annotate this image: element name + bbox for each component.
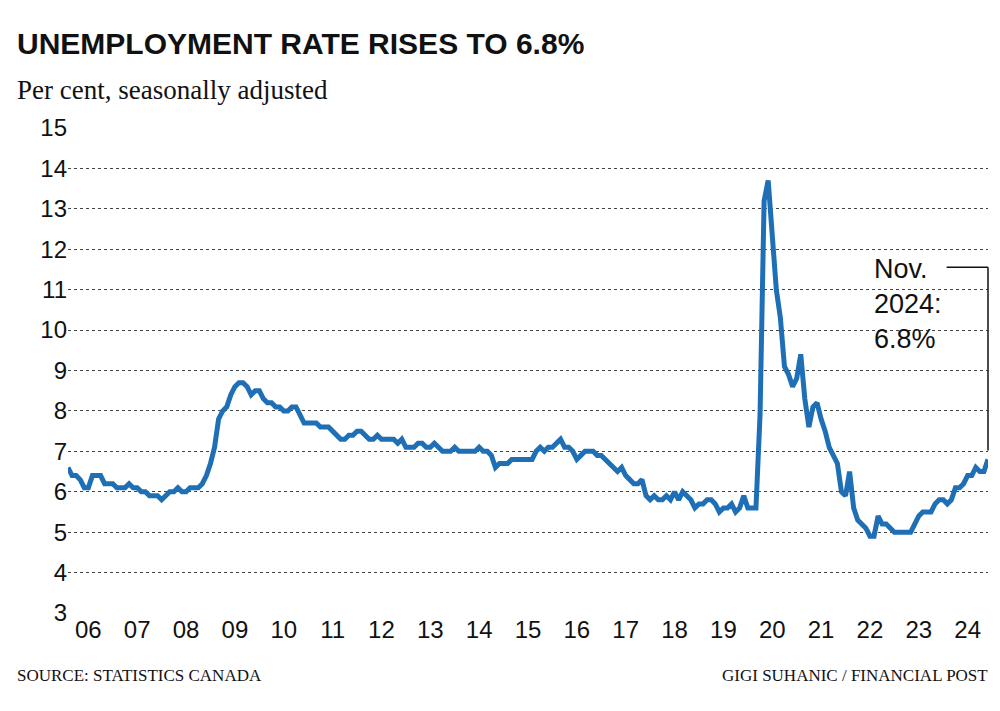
- svg-text:10: 10: [40, 316, 67, 343]
- svg-text:GIGI SUHANIC / FINANCIAL POST: GIGI SUHANIC / FINANCIAL POST: [722, 666, 988, 685]
- svg-text:11: 11: [42, 276, 67, 303]
- svg-text:18: 18: [661, 616, 688, 643]
- svg-text:14: 14: [40, 155, 67, 182]
- svg-text:07: 07: [124, 616, 151, 643]
- svg-text:08: 08: [173, 616, 200, 643]
- svg-text:11: 11: [320, 616, 345, 643]
- svg-text:19: 19: [710, 616, 737, 643]
- svg-text:10: 10: [270, 616, 297, 643]
- svg-text:15: 15: [515, 616, 542, 643]
- svg-text:13: 13: [417, 616, 444, 643]
- svg-text:17: 17: [612, 616, 639, 643]
- svg-text:7: 7: [54, 438, 67, 465]
- svg-text:06: 06: [75, 616, 102, 643]
- svg-text:14: 14: [466, 616, 493, 643]
- svg-text:SOURCE: STATISTICS CANADA: SOURCE: STATISTICS CANADA: [17, 666, 262, 685]
- svg-text:20: 20: [759, 616, 786, 643]
- svg-text:Per cent, seasonally adjusted: Per cent, seasonally adjusted: [17, 75, 328, 105]
- svg-text:3: 3: [54, 599, 67, 626]
- svg-text:9: 9: [54, 357, 67, 384]
- svg-text:21: 21: [808, 616, 835, 643]
- svg-text:15: 15: [40, 114, 67, 141]
- svg-text:23: 23: [905, 616, 932, 643]
- svg-text:4: 4: [54, 559, 67, 586]
- svg-text:UNEMPLOYMENT RATE RISES TO 6.8: UNEMPLOYMENT RATE RISES TO 6.8%: [17, 27, 584, 60]
- svg-text:24: 24: [954, 616, 981, 643]
- svg-text:09: 09: [222, 616, 249, 643]
- svg-text:5: 5: [54, 519, 67, 546]
- svg-text:8: 8: [54, 397, 67, 424]
- svg-text:16: 16: [563, 616, 590, 643]
- svg-text:6: 6: [54, 478, 67, 505]
- svg-text:Nov.2024:6.8%: Nov.2024:6.8%: [874, 254, 942, 354]
- svg-text:12: 12: [40, 236, 67, 263]
- svg-text:13: 13: [40, 195, 67, 222]
- svg-text:12: 12: [368, 616, 395, 643]
- svg-text:22: 22: [857, 616, 884, 643]
